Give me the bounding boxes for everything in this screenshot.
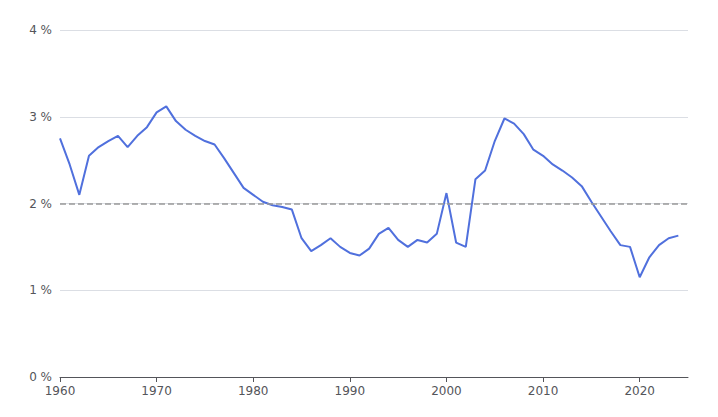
svg-text:3 %: 3 % (29, 110, 52, 124)
svg-text:1990: 1990 (335, 384, 366, 398)
svg-text:1 %: 1 % (29, 283, 52, 297)
svg-text:2020: 2020 (624, 384, 655, 398)
svg-text:0 %: 0 % (29, 370, 52, 384)
svg-text:2 %: 2 % (29, 197, 52, 211)
svg-text:2000: 2000 (431, 384, 462, 398)
svg-text:1960: 1960 (45, 384, 76, 398)
svg-text:1970: 1970 (141, 384, 172, 398)
svg-text:1980: 1980 (238, 384, 269, 398)
svg-text:2010: 2010 (528, 384, 559, 398)
svg-text:4 %: 4 % (29, 23, 52, 37)
